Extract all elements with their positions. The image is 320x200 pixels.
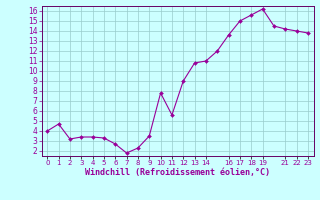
X-axis label: Windchill (Refroidissement éolien,°C): Windchill (Refroidissement éolien,°C) (85, 168, 270, 177)
